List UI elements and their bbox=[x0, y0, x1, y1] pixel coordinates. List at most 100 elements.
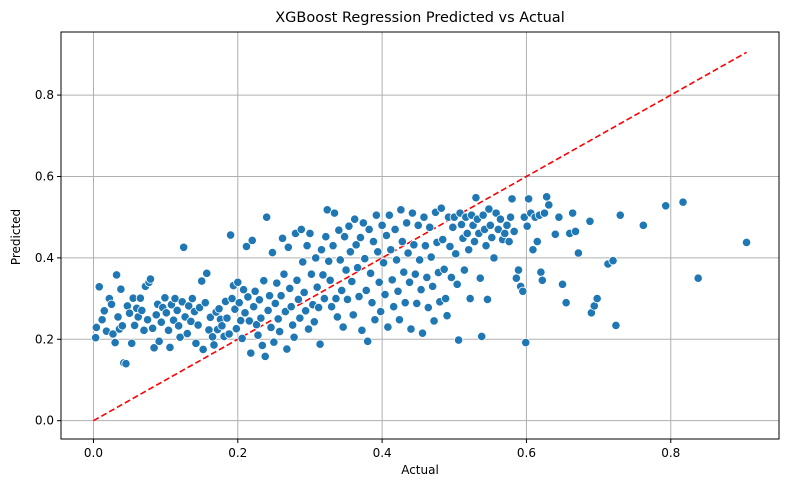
data-point bbox=[227, 293, 237, 304]
data-point bbox=[358, 218, 368, 228]
data-point bbox=[99, 306, 109, 316]
data-point bbox=[328, 241, 338, 251]
data-point bbox=[351, 240, 361, 250]
x-tick-label: 0.8 bbox=[661, 446, 680, 460]
data-point bbox=[397, 237, 407, 247]
data-point bbox=[286, 302, 296, 312]
data-point bbox=[376, 307, 386, 317]
data-point bbox=[381, 230, 392, 241]
data-point bbox=[321, 232, 331, 242]
data-point bbox=[108, 329, 118, 339]
data-point bbox=[592, 293, 602, 304]
data-point bbox=[318, 270, 328, 280]
data-point bbox=[493, 224, 503, 234]
data-point bbox=[329, 208, 340, 218]
data-point bbox=[611, 320, 621, 331]
data-point bbox=[413, 220, 423, 230]
data-point bbox=[561, 298, 571, 308]
data-point bbox=[299, 287, 309, 298]
x-tick-label: 0.0 bbox=[84, 446, 103, 460]
data-point bbox=[345, 247, 355, 257]
data-point bbox=[390, 224, 400, 234]
data-point bbox=[638, 220, 648, 230]
data-point bbox=[693, 273, 703, 283]
data-point bbox=[389, 302, 399, 312]
x-tick-label: 0.4 bbox=[373, 446, 392, 460]
data-point bbox=[154, 336, 164, 346]
y-tick-label: 0.2 bbox=[35, 332, 54, 346]
data-point bbox=[267, 247, 278, 258]
data-point bbox=[462, 228, 472, 239]
data-point bbox=[377, 220, 387, 230]
y-tick-label: 0.0 bbox=[35, 414, 54, 428]
data-point bbox=[354, 291, 364, 302]
data-point bbox=[233, 277, 243, 287]
data-point bbox=[394, 315, 405, 325]
data-point bbox=[257, 340, 267, 350]
data-point bbox=[243, 292, 253, 302]
data-point bbox=[570, 226, 581, 237]
plot-frame bbox=[60, 31, 780, 440]
data-point bbox=[238, 285, 249, 295]
data-point bbox=[251, 320, 262, 330]
data-point bbox=[272, 278, 282, 288]
data-point bbox=[237, 333, 247, 344]
data-point bbox=[524, 194, 534, 204]
data-point bbox=[380, 289, 390, 300]
data-point bbox=[179, 242, 189, 252]
data-point bbox=[325, 275, 335, 285]
data-point bbox=[256, 313, 266, 323]
data-point bbox=[282, 344, 292, 354]
data-point bbox=[741, 237, 752, 248]
x-tick-label: 0.6 bbox=[517, 446, 536, 460]
data-point bbox=[469, 237, 480, 247]
data-point bbox=[456, 219, 467, 230]
data-point bbox=[137, 305, 147, 315]
data-point bbox=[327, 302, 337, 312]
y-axis-ticks: 0.0 0.2 0.4 0.6 0.8 bbox=[35, 88, 61, 428]
data-point bbox=[415, 255, 425, 265]
data-point bbox=[518, 286, 528, 296]
data-point bbox=[121, 359, 131, 369]
data-point bbox=[306, 269, 316, 279]
data-point bbox=[163, 325, 174, 335]
reference-line bbox=[93, 51, 747, 422]
data-point bbox=[331, 293, 341, 304]
data-point bbox=[355, 232, 366, 243]
data-point bbox=[337, 285, 347, 296]
reference-line-group bbox=[93, 51, 747, 422]
data-point bbox=[465, 293, 475, 304]
data-point bbox=[264, 291, 275, 301]
data-point bbox=[260, 351, 270, 361]
data-point bbox=[91, 333, 101, 343]
data-point bbox=[231, 324, 241, 334]
data-point bbox=[236, 315, 246, 326]
y-axis-label: Predicted bbox=[9, 209, 23, 265]
data-point bbox=[240, 308, 250, 318]
data-point bbox=[293, 294, 304, 304]
data-point bbox=[302, 241, 312, 251]
data-point bbox=[174, 321, 184, 331]
data-point bbox=[97, 315, 107, 325]
data-point bbox=[502, 220, 512, 230]
data-point bbox=[259, 276, 269, 286]
data-point bbox=[521, 337, 531, 348]
data-point bbox=[404, 277, 415, 287]
data-point bbox=[217, 321, 227, 331]
data-point bbox=[419, 212, 429, 222]
data-point bbox=[387, 275, 397, 285]
data-point bbox=[292, 275, 302, 285]
data-point bbox=[441, 293, 451, 304]
data-point bbox=[350, 214, 360, 224]
data-point bbox=[393, 286, 403, 296]
data-point bbox=[544, 200, 554, 210]
data-point bbox=[347, 276, 357, 287]
data-point bbox=[262, 212, 272, 222]
data-point bbox=[371, 210, 381, 220]
data-point bbox=[422, 272, 432, 283]
data-point bbox=[368, 237, 379, 247]
data-point bbox=[214, 304, 224, 314]
data-point bbox=[172, 305, 182, 315]
data-point bbox=[438, 234, 448, 245]
